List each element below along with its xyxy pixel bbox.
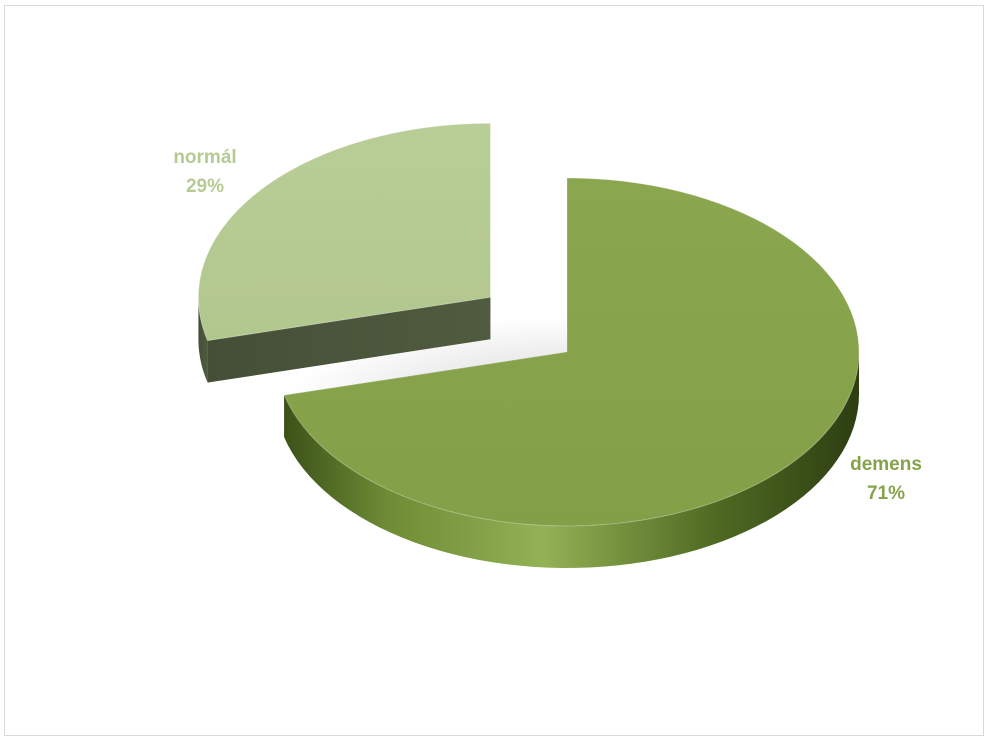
slice-rim-norml <box>198 297 208 383</box>
data-label-demens-percent: 71% <box>867 483 905 504</box>
data-label-normal-percent: 29% <box>186 176 224 197</box>
data-label-demens-category: demens <box>850 454 922 475</box>
slice-wall-norml-0 <box>207 297 491 383</box>
pie-slice-demens <box>283 177 860 568</box>
slice-rim-demens <box>284 352 859 568</box>
pie-slice-normal <box>197 122 491 383</box>
slice-top-norml <box>197 122 491 342</box>
data-label-normal-category: normál <box>173 147 236 168</box>
slice-top-demens <box>283 177 860 527</box>
